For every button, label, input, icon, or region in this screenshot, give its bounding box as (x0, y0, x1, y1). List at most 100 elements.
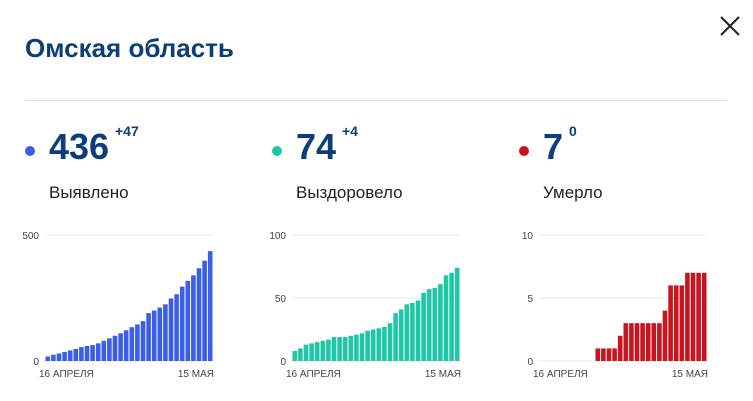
bar (196, 268, 202, 361)
page-title: Омская область (25, 33, 234, 63)
bar (404, 304, 410, 361)
bar (157, 307, 163, 361)
stat-count: 74 (296, 126, 337, 167)
header-divider (25, 100, 727, 101)
bar (337, 337, 342, 361)
bar (634, 323, 640, 361)
status-dot (25, 146, 35, 156)
bar (673, 285, 679, 361)
bar (601, 348, 606, 361)
y-tick-label: 500 (22, 231, 39, 242)
bar (107, 338, 112, 361)
bar (146, 313, 151, 361)
y-tick-label: 10 (522, 231, 534, 242)
bar (67, 350, 73, 361)
bar-chart: 0 500 16 АПРЕЛЯ 15 МАЯ (22, 231, 214, 380)
bar (623, 323, 629, 361)
bar (174, 294, 179, 361)
bar (163, 304, 168, 361)
bar (112, 335, 118, 361)
stat-label: Выявлено (49, 183, 129, 202)
bar (359, 333, 365, 361)
bar (202, 260, 207, 361)
bar (640, 323, 645, 361)
bar (645, 323, 651, 361)
stat-delta: 0 (569, 123, 577, 139)
bar (398, 309, 404, 361)
bar (298, 348, 303, 361)
bar (701, 272, 707, 361)
bar (62, 351, 67, 361)
bar (123, 330, 129, 361)
bar (129, 327, 135, 361)
bar (151, 310, 157, 361)
stat-label: Выздоровело (296, 183, 403, 202)
y-tick-label: 50 (275, 294, 287, 305)
bar (454, 267, 460, 361)
close-button[interactable] (716, 12, 744, 40)
bar (303, 344, 309, 361)
bar (606, 348, 612, 361)
bar (449, 272, 454, 361)
bar (432, 287, 438, 361)
status-dot (519, 146, 529, 156)
status-dot (272, 146, 282, 156)
bar (314, 342, 320, 361)
x-end-label: 15 МАЯ (425, 369, 461, 380)
bar (662, 310, 668, 361)
bar (292, 350, 298, 361)
bar (617, 335, 623, 361)
x-start-label: 16 АПРЕЛЯ (533, 369, 588, 380)
bar (90, 345, 95, 361)
x-start-label: 16 АПРЕЛЯ (286, 369, 341, 380)
bar (443, 275, 449, 361)
bar (393, 313, 398, 361)
bar (56, 353, 62, 361)
bar-chart: 0 5 10 16 АПРЕЛЯ 15 МАЯ (522, 231, 708, 380)
bar (84, 345, 90, 361)
bar (690, 272, 696, 361)
y-tick-label: 0 (280, 357, 286, 368)
bar (51, 354, 56, 361)
bar (595, 348, 601, 361)
bar (438, 284, 443, 361)
bar (168, 298, 174, 361)
bar (331, 337, 337, 361)
bar (179, 286, 185, 361)
stat-count: 436 (49, 126, 110, 167)
bar (342, 337, 348, 361)
bar (421, 292, 426, 361)
bar (354, 334, 359, 361)
bar (191, 275, 196, 361)
bar (657, 323, 662, 361)
bar (629, 323, 634, 361)
close-icon (720, 16, 740, 36)
bar (320, 340, 326, 361)
bar (415, 300, 421, 361)
bar (365, 330, 370, 361)
bar (685, 272, 690, 361)
bar-chart: 0 50 100 16 АПРЕЛЯ 15 МАЯ (269, 231, 461, 380)
stat-card-detected: 436 +47 Выявлено 0 500 16 АПРЕЛЯ 15 МАЯ (22, 112, 265, 397)
stat-card-recovered: 74 +4 Выздоровело 0 50 100 16 АПРЕЛЯ 15 МАЯ (269, 112, 512, 397)
y-tick-label: 0 (527, 357, 533, 368)
bar (309, 343, 314, 361)
bar (370, 329, 376, 361)
stat-count: 7 (543, 126, 564, 167)
bar (679, 285, 685, 361)
x-start-label: 16 АПРЕЛЯ (39, 369, 94, 380)
y-tick-label: 5 (527, 294, 533, 305)
x-end-label: 15 МАЯ (178, 369, 214, 380)
bar (326, 339, 331, 361)
bar (410, 303, 415, 361)
stat-delta: +4 (342, 123, 358, 139)
bar (612, 348, 617, 361)
stat-delta: +47 (115, 123, 139, 139)
bar (387, 323, 393, 361)
bar (45, 356, 51, 361)
bar (376, 328, 382, 361)
bar (185, 280, 191, 361)
bar (668, 285, 673, 361)
x-end-label: 15 МАЯ (672, 369, 708, 380)
bar (696, 272, 701, 361)
